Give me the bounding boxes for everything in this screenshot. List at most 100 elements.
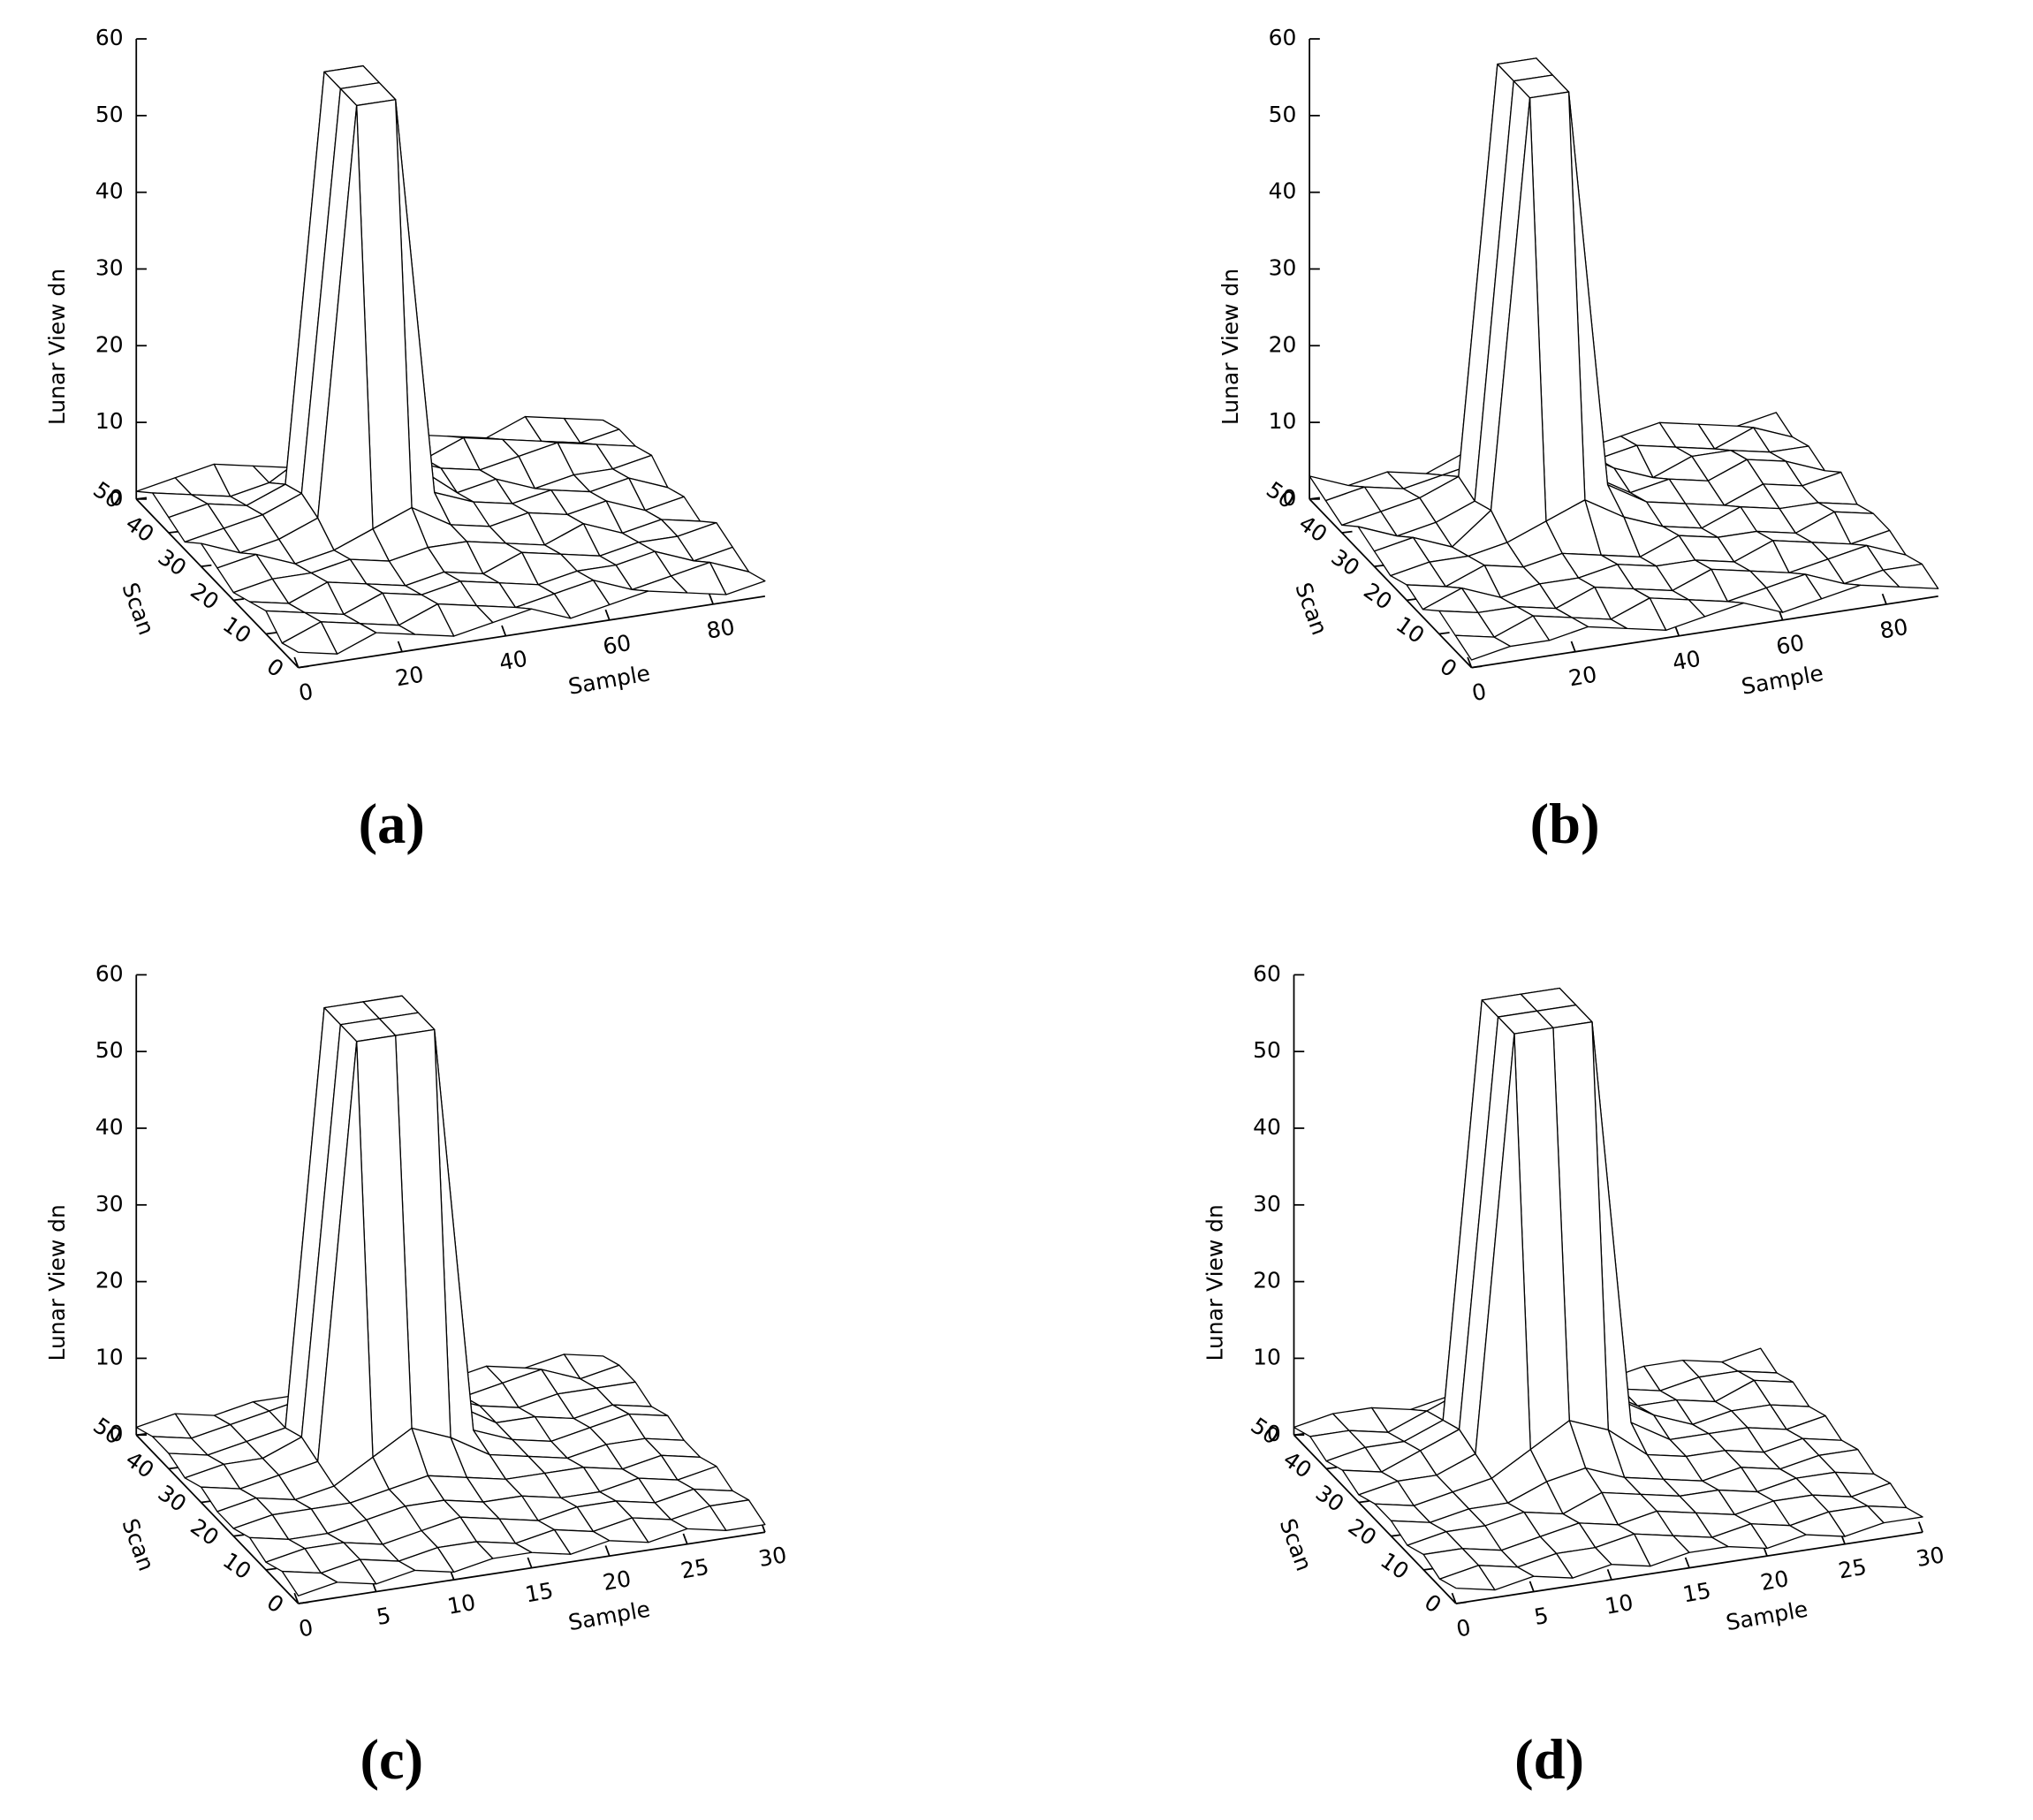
y-tick xyxy=(298,1601,309,1604)
z-tick-label: 10 xyxy=(1269,408,1297,434)
z-tick-label: 0 xyxy=(1283,485,1297,511)
x-tick xyxy=(1570,641,1576,653)
z-tick-label: 20 xyxy=(1269,331,1297,357)
y-axis-label: Scan xyxy=(1290,580,1332,639)
z-axis-label: Lunar View dn xyxy=(1202,1204,1227,1361)
x-tick-label: 60 xyxy=(1774,630,1806,660)
x-tick xyxy=(1451,1592,1457,1604)
z-tick-label: 50 xyxy=(1253,1037,1281,1063)
z-tick-label: 10 xyxy=(95,408,124,434)
x-tick-label: 5 xyxy=(375,1603,393,1630)
x-tick-label: 60 xyxy=(601,630,633,660)
x-tick-label: 0 xyxy=(297,679,315,706)
y-axis xyxy=(1293,1434,1457,1604)
y-axis-label: Scan xyxy=(117,1515,159,1574)
z-tick-label: 40 xyxy=(95,1114,124,1140)
y-tick xyxy=(136,1432,148,1437)
y-tick-label: 0 xyxy=(262,1589,289,1619)
x-tick xyxy=(293,656,300,668)
z-tick-label: 30 xyxy=(95,1191,124,1217)
x-tick-label: 20 xyxy=(1758,1566,1790,1596)
y-tick xyxy=(1374,564,1385,568)
z-axis-label: Lunar View dn xyxy=(44,269,70,425)
y-tick xyxy=(168,1467,179,1470)
y-tick xyxy=(1326,1467,1338,1470)
caption: (d) xyxy=(1514,1727,1584,1792)
x-tick-label: 30 xyxy=(1914,1542,1946,1572)
x-tick-label: 80 xyxy=(1877,614,1909,644)
z-tick-label: 10 xyxy=(95,1344,124,1369)
z-tick-label: 40 xyxy=(1269,178,1297,204)
y-tick xyxy=(201,1500,212,1504)
x-tick-label: 15 xyxy=(1680,1577,1712,1607)
surface-cell xyxy=(281,621,338,655)
x-tick xyxy=(604,1545,611,1557)
x-tick xyxy=(604,609,611,621)
x-tick xyxy=(1881,593,1887,605)
surface-cell xyxy=(281,1570,338,1596)
x-tick-label: 15 xyxy=(523,1577,555,1607)
x-tick xyxy=(1606,1569,1612,1581)
y-axis-label: Scan xyxy=(117,580,159,639)
x-axis-label: Sample xyxy=(566,1596,652,1636)
y-tick xyxy=(1293,1432,1305,1437)
x-axis-label: Sample xyxy=(1740,660,1825,700)
y-tick xyxy=(265,1567,277,1571)
x-tick-label: 10 xyxy=(445,1589,477,1619)
y-tick xyxy=(233,1534,245,1537)
x-tick-label: 25 xyxy=(1836,1554,1868,1584)
x-tick-label: 80 xyxy=(705,614,737,644)
x-axis-label: Sample xyxy=(566,660,652,700)
x-tick xyxy=(397,641,403,653)
z-tick-label: 20 xyxy=(1253,1268,1281,1293)
y-axis xyxy=(1309,498,1473,669)
x-tick-label: 0 xyxy=(1454,1614,1473,1642)
z-tick-label: 0 xyxy=(1267,1421,1281,1446)
z-tick-label: 0 xyxy=(110,485,124,511)
caption: (b) xyxy=(1530,792,1600,856)
y-tick xyxy=(136,497,148,500)
z-tick-label: 40 xyxy=(1253,1114,1281,1140)
y-tick xyxy=(1471,665,1483,669)
y-tick xyxy=(1407,597,1417,602)
x-tick-label: 0 xyxy=(297,1614,315,1642)
y-tick xyxy=(168,530,179,534)
y-tick xyxy=(1358,1500,1369,1504)
y-tick-label: 0 xyxy=(1435,653,1461,682)
y-tick xyxy=(233,597,245,602)
y-axis xyxy=(135,1434,300,1604)
surface-cell xyxy=(1438,1565,1496,1591)
x-tick xyxy=(1529,1581,1535,1592)
z-tick-label: 60 xyxy=(95,960,124,986)
x-tick-label: 20 xyxy=(393,662,425,692)
y-tick xyxy=(201,564,212,568)
z-tick-label: 50 xyxy=(95,1037,124,1063)
y-tick xyxy=(1341,530,1353,534)
x-tick xyxy=(527,1557,533,1568)
x-tick-label: 25 xyxy=(679,1554,710,1584)
x-tick-label: 40 xyxy=(1671,646,1703,676)
y-tick xyxy=(1423,1567,1435,1571)
x-tick-label: 40 xyxy=(497,646,529,676)
x-tick-label: 20 xyxy=(601,1566,633,1596)
x-tick-label: 30 xyxy=(756,1542,788,1572)
caption: (a) xyxy=(359,792,425,856)
z-tick-label: 60 xyxy=(1253,960,1281,986)
z-axis-label: Lunar View dn xyxy=(44,1204,70,1361)
z-tick-label: 30 xyxy=(95,254,124,280)
z-tick-label: 30 xyxy=(1253,1191,1281,1217)
z-tick-label: 20 xyxy=(95,331,124,357)
x-tick-label: 10 xyxy=(1603,1589,1635,1619)
z-tick-label: 10 xyxy=(1253,1344,1281,1369)
x-tick-label: 0 xyxy=(1470,679,1489,706)
x-tick xyxy=(708,593,714,605)
z-tick-label: 60 xyxy=(1269,25,1297,50)
x-tick xyxy=(1917,1521,1923,1533)
z-tick-label: 40 xyxy=(95,178,124,204)
y-tick xyxy=(1455,1601,1467,1604)
x-tick-label: 20 xyxy=(1566,662,1598,692)
surface-cell xyxy=(1454,634,1512,661)
y-tick xyxy=(1309,497,1320,500)
